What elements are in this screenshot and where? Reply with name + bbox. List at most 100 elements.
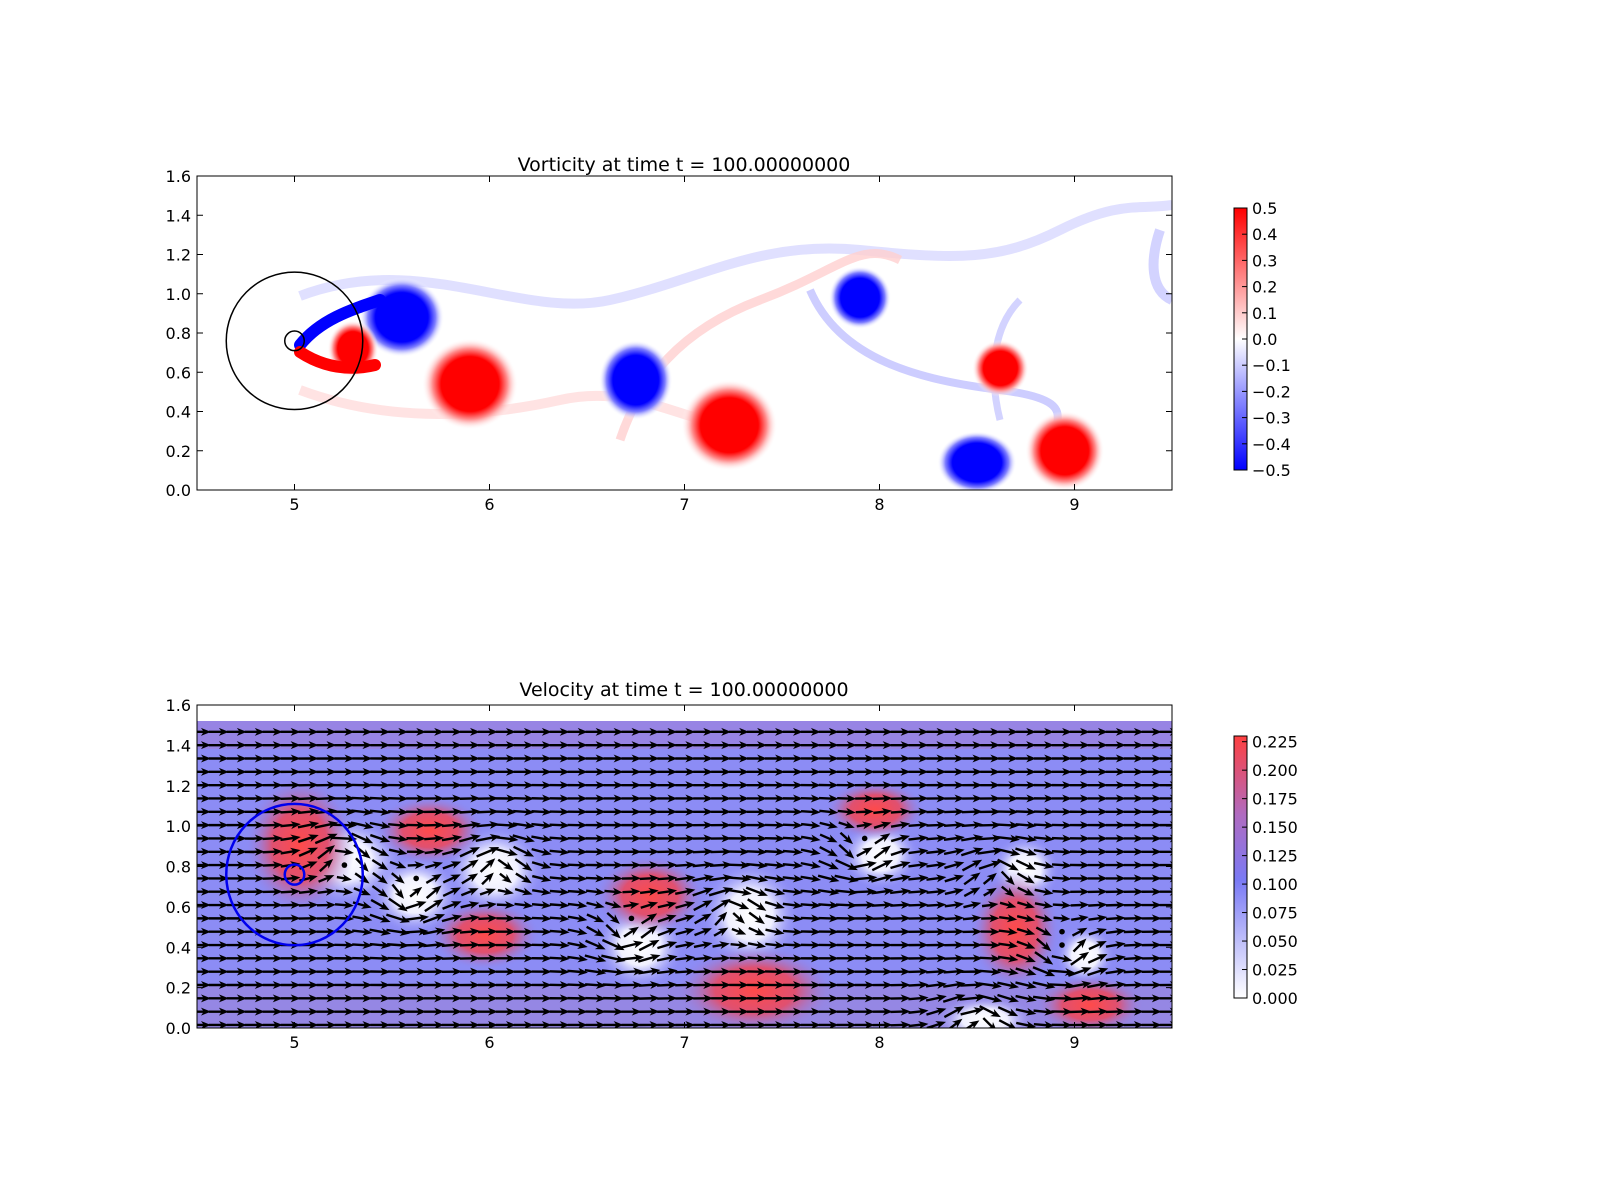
quiver-arrow (962, 741, 983, 750)
quiver-arrow (872, 727, 893, 736)
quiver-arrow (316, 741, 337, 750)
negative-vortex (937, 431, 1017, 490)
quiver-arrow (493, 847, 518, 857)
quiver-arrow (657, 994, 678, 1003)
quiver-arrow (890, 834, 910, 843)
quiver-arrow (424, 1007, 445, 1016)
quiver-arrow (746, 821, 768, 830)
quiver-arrow (1016, 940, 1036, 949)
quiver-arrow (226, 741, 247, 750)
quiver-arrow (890, 1007, 911, 1016)
x-tick-label: 9 (1069, 1033, 1079, 1052)
quiver-arrow (890, 967, 911, 976)
quiver-arrow (1141, 1007, 1162, 1016)
quiver-arrow (998, 741, 1019, 750)
quiver-arrow (549, 1007, 570, 1016)
quiver-arrow (871, 887, 894, 896)
quiver-arrow (1051, 1007, 1073, 1016)
quiver-arrow (406, 1020, 427, 1028)
quiver-arrow (280, 741, 301, 750)
quiver-arrow (854, 967, 875, 976)
quiver-arrow (531, 1020, 552, 1028)
quiver-arrow (298, 914, 319, 923)
quiver-arrow (926, 794, 947, 803)
quiver-arrow (890, 767, 911, 776)
quiver-arrow (1016, 914, 1036, 923)
quiver-arrow (197, 727, 211, 736)
quiver-dot (628, 915, 635, 922)
quiver-arrow (1033, 821, 1055, 830)
quiver-arrow (208, 861, 229, 870)
quiver-arrow (979, 821, 1002, 830)
quiver-arrow (477, 727, 498, 736)
quiver-arrow (964, 1020, 980, 1028)
quiver-arrow (890, 914, 911, 923)
quiver-arrow (872, 981, 893, 990)
quiver-arrow (208, 741, 229, 750)
quiver-arrow (997, 993, 1019, 1003)
quiver-arrow (675, 794, 696, 803)
quiver-arrow (657, 861, 678, 870)
quiver-arrow (513, 1007, 534, 1016)
colorbar-tick-label: 0.125 (1252, 847, 1298, 866)
quiver-arrow (729, 767, 750, 776)
quiver-arrow (441, 927, 463, 936)
quiver-arrow (1159, 834, 1172, 843)
quiver-arrow (1105, 821, 1126, 830)
quiver-arrow (764, 900, 785, 909)
quiver-arrow (531, 927, 552, 936)
y-tick-label: 0.0 (166, 481, 191, 500)
quiver-arrow (318, 858, 334, 873)
quiver-arrow (890, 901, 911, 910)
quiver-arrow (730, 940, 748, 949)
quiver-arrow (458, 834, 481, 843)
quiver-arrow (351, 807, 374, 816)
quiver-arrow (1086, 980, 1109, 989)
quiver-arrow (1159, 727, 1172, 736)
quiver-arrow (406, 1007, 427, 1016)
y-tick-label: 0.4 (166, 403, 191, 422)
quiver-arrow (459, 847, 480, 858)
quiver-arrow (513, 781, 534, 790)
quiver-arrow (890, 861, 911, 870)
quiver-arrow (549, 927, 570, 936)
quiver-arrow (369, 954, 391, 963)
colorbar-tick-label: 0.4 (1252, 225, 1277, 244)
quiver-arrow (350, 821, 374, 830)
quiver-arrow (208, 941, 229, 950)
quiver-arrow (908, 887, 929, 896)
quiver-arrow (441, 994, 463, 1003)
quiver-arrow (280, 1020, 301, 1028)
quiver-arrow (567, 727, 588, 736)
quiver-arrow (531, 901, 552, 910)
quiver-arrow (605, 900, 622, 909)
quiver-arrow (514, 901, 534, 909)
quiver-arrow (1069, 727, 1091, 736)
quiver-arrow (872, 741, 893, 750)
quiver-arrow (424, 781, 445, 790)
quiver-arrow (370, 1020, 391, 1028)
quiver-arrow (1033, 1007, 1055, 1016)
quiver-arrow (314, 833, 338, 845)
quiver-arrow (441, 821, 463, 830)
quiver-arrow (585, 821, 606, 830)
quiver-arrow (1034, 951, 1054, 965)
quiver-arrow (298, 781, 319, 790)
quiver-arrow (1015, 794, 1037, 803)
quiver-arrow (837, 794, 857, 803)
quiver-arrow (1141, 1020, 1162, 1028)
quiver-arrow (998, 767, 1019, 776)
quiver-arrow (388, 794, 409, 803)
quiver-arrow (197, 874, 211, 883)
quiver-arrow (945, 1018, 963, 1028)
quiver-arrow (764, 807, 786, 816)
quiver-arrow (765, 954, 785, 963)
quiver-arrow (943, 834, 965, 843)
quiver-arrow (943, 821, 965, 830)
y-tick-label: 1.4 (166, 736, 191, 755)
quiver-arrow (1141, 954, 1162, 963)
quiver-arrow (460, 859, 479, 872)
quiver-arrow (836, 741, 857, 750)
quiver-arrow (926, 1021, 946, 1028)
quiver-arrow (585, 1020, 606, 1028)
